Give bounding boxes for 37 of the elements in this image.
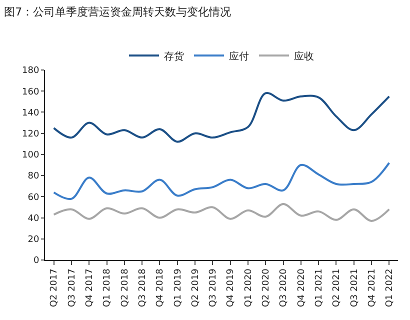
x-tick-label: Q4 2020 [296, 268, 307, 308]
x-tick-label: Q3 2017 [67, 268, 78, 308]
x-tick-label: Q1 2021 [314, 268, 325, 308]
y-tick-label: 0 [33, 256, 40, 266]
chart-title: 图7：公司单季度营运资金周转天数与变化情况 [4, 6, 232, 19]
legend-label: 应收 [294, 50, 314, 62]
x-tick-label: Q2 2018 [120, 268, 130, 308]
x-tick-label: Q1 2018 [102, 268, 113, 308]
y-tick-label: 140 [22, 108, 40, 118]
x-tick-label: Q3 2019 [208, 268, 219, 308]
y-tick-label: 160 [22, 87, 40, 98]
x-tick-label: Q4 2019 [226, 268, 236, 308]
x-tick-label: Q3 2021 [350, 268, 360, 308]
y-tick-label: 20 [28, 235, 40, 246]
line-series [52, 162, 390, 200]
x-tick-label: Q2 2021 [332, 268, 342, 308]
legend-label: 应付 [229, 50, 249, 62]
x-tick-label: Q4 2021 [367, 268, 378, 308]
x-tick-label: Q2 2020 [262, 268, 272, 308]
y-tick-label: 180 [22, 66, 40, 76]
y-tick-label: 120 [22, 129, 40, 140]
x-tick-label: Q4 2018 [156, 268, 166, 308]
x-tick-label: Q1 2022 [385, 268, 396, 308]
y-tick-label: 60 [28, 192, 40, 203]
legend-label: 存货 [164, 50, 184, 62]
y-tick-label: 100 [22, 150, 40, 161]
x-tick-label: Q4 2017 [85, 268, 96, 308]
y-tick-label: 40 [28, 214, 40, 224]
x-tick-label: Q2 2019 [190, 268, 201, 308]
x-tick-label: Q2 2017 [50, 268, 60, 308]
x-tick-label: Q3 2020 [279, 268, 290, 308]
x-tick-label: Q3 2018 [138, 268, 148, 308]
line-series [52, 92, 390, 143]
x-tick-label: Q1 2020 [244, 268, 254, 308]
line-series [52, 203, 390, 222]
x-tick-label: Q1 2019 [173, 268, 184, 308]
y-tick-label: 80 [28, 172, 40, 182]
